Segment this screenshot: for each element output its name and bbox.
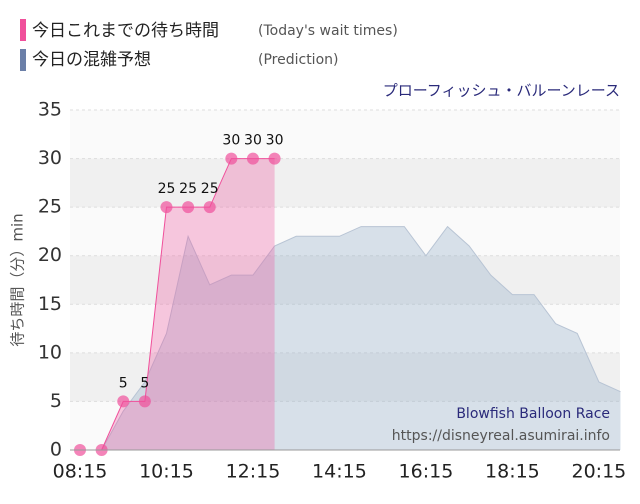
chart-title: プローフィッシュ・バルーンレース [383,82,620,100]
y-axis-label: 待ち時間（分）min [9,213,27,346]
x-tick-label: 14:15 [312,461,367,483]
legend-swatch [20,49,26,71]
data-label: 25 [179,181,197,197]
y-tick-label: 15 [38,293,62,315]
x-tick-label: 20:15 [571,461,626,483]
x-tick-label: 12:15 [226,461,281,483]
point [160,201,173,214]
data-label: 30 [244,133,262,149]
data-label: 25 [201,181,219,197]
x-tick-label: 10:15 [139,461,194,483]
y-tick-label: 30 [38,147,62,169]
x-tick-label: 08:15 [53,461,108,483]
data-label: 25 [158,181,176,197]
grid-band [70,158,620,208]
data-label: 30 [222,133,240,149]
y-tick-label: 0 [50,439,62,461]
point [182,201,195,214]
data-label: 5 [119,375,128,391]
point [225,152,238,165]
legend-label: 今日の混雑予想 [32,50,151,70]
y-tick-label: 5 [50,390,62,412]
y-tick-label: 20 [38,244,62,266]
area [80,226,621,450]
area [80,158,275,451]
point [268,152,281,165]
point [246,152,259,165]
legend-note: (Today's wait times) [258,23,398,39]
x-tick-label: 18:15 [485,461,540,483]
point [138,395,151,408]
plot: 0 5 10 15 20 25 30 35 08:15 10:15 12:15 14:15 16:15 1… [38,99,626,483]
line [80,158,275,451]
legend-label: 今日これまでの待ち時間 [32,21,219,41]
y-tick-label: 35 [38,99,62,121]
data-label: 5 [140,375,149,391]
y-tick-label: 10 [38,341,62,363]
x-tick-label: 16:15 [399,461,454,483]
watermark: https://disneyreal.asumirai.info [392,428,610,444]
legend-swatch [20,19,26,41]
grid-band [70,255,620,305]
point [203,201,216,214]
line [80,225,621,451]
data-label: 30 [266,133,284,149]
legend-note: (Prediction) [258,52,338,68]
grid-band [70,352,620,402]
watermark: Blowfish Balloon Race [456,406,610,422]
point [117,395,130,408]
y-tick-label: 25 [38,196,62,218]
